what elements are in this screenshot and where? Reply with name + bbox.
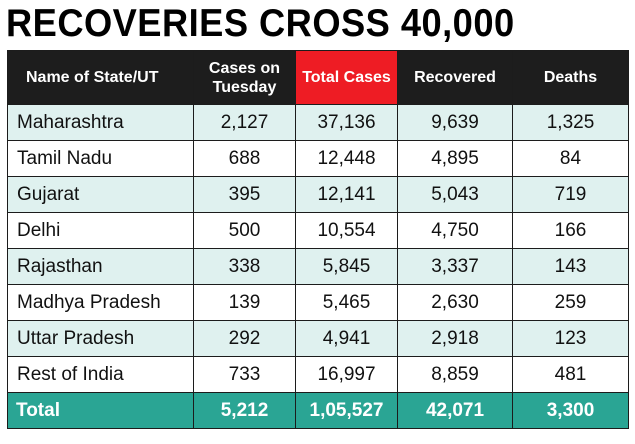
- table-row: Gujarat 395 12,141 5,043 719: [7, 176, 629, 213]
- chart-title: RECOVERIES CROSS 40,000: [6, 2, 515, 45]
- recovered-cell: 5,043: [397, 176, 513, 213]
- column-header-recovered: Recovered: [397, 50, 513, 105]
- total-cases-cell: 12,141: [295, 176, 398, 213]
- total-cases-cell: 37,136: [295, 104, 398, 141]
- data-table: Name of State/UT Cases on Tuesday Total …: [7, 50, 629, 429]
- state-cell: Gujarat: [7, 176, 194, 213]
- table-row: Tamil Nadu 688 12,448 4,895 84: [7, 140, 629, 177]
- column-header-total-cases: Total Cases: [295, 50, 398, 105]
- recovered-cell: 2,918: [397, 320, 513, 357]
- table-row: Uttar Pradesh 292 4,941 2,918 123: [7, 320, 629, 357]
- header-row: Name of State/UT Cases on Tuesday Total …: [7, 50, 629, 105]
- table-row: Rajasthan 338 5,845 3,337 143: [7, 248, 629, 285]
- recovered-cell: 2,630: [397, 284, 513, 321]
- recovered-cell: 4,895: [397, 140, 513, 177]
- table-row: Madhya Pradesh 139 5,465 2,630 259: [7, 284, 629, 321]
- state-cell: Uttar Pradesh: [7, 320, 194, 357]
- state-cell: Madhya Pradesh: [7, 284, 194, 321]
- total-cases-cell: 5,465: [295, 284, 398, 321]
- cases-on-tuesday-cell: 338: [193, 248, 296, 285]
- state-cell: Delhi: [7, 212, 194, 249]
- state-cell: Maharashtra: [7, 104, 194, 141]
- cases-on-tuesday-cell: 139: [193, 284, 296, 321]
- total-cases-cell: 12,448: [295, 140, 398, 177]
- cases-on-tuesday-cell: 733: [193, 356, 296, 393]
- total-cases-cell: 5,845: [295, 248, 398, 285]
- state-cell: Tamil Nadu: [7, 140, 194, 177]
- deaths-cell: 1,325: [512, 104, 629, 141]
- total-state-cell: Total: [7, 392, 194, 429]
- deaths-cell: 719: [512, 176, 629, 213]
- total-deaths-cell: 3,300: [512, 392, 629, 429]
- total-total-cases-cell: 1,05,527: [295, 392, 398, 429]
- deaths-cell: 123: [512, 320, 629, 357]
- table-row: Rest of India 733 16,997 8,859 481: [7, 356, 629, 393]
- total-cases-on-tuesday-cell: 5,212: [193, 392, 296, 429]
- column-header-cases-on-tuesday: Cases on Tuesday: [193, 50, 296, 105]
- state-cell: Rest of India: [7, 356, 194, 393]
- state-cell: Rajasthan: [7, 248, 194, 285]
- column-header-deaths: Deaths: [512, 50, 629, 105]
- table-row: Delhi 500 10,554 4,750 166: [7, 212, 629, 249]
- recovered-cell: 8,859: [397, 356, 513, 393]
- deaths-cell: 84: [512, 140, 629, 177]
- total-cases-cell: 10,554: [295, 212, 398, 249]
- recovered-cell: 3,337: [397, 248, 513, 285]
- cases-on-tuesday-cell: 2,127: [193, 104, 296, 141]
- total-row: Total 5,212 1,05,527 42,071 3,300: [7, 392, 629, 429]
- deaths-cell: 143: [512, 248, 629, 285]
- recovered-cell: 4,750: [397, 212, 513, 249]
- table-row: Maharashtra 2,127 37,136 9,639 1,325: [7, 104, 629, 141]
- cases-on-tuesday-cell: 395: [193, 176, 296, 213]
- total-cases-cell: 16,997: [295, 356, 398, 393]
- column-header-state: Name of State/UT: [7, 50, 194, 105]
- cases-on-tuesday-cell: 500: [193, 212, 296, 249]
- deaths-cell: 259: [512, 284, 629, 321]
- recovered-cell: 9,639: [397, 104, 513, 141]
- deaths-cell: 166: [512, 212, 629, 249]
- cases-on-tuesday-cell: 688: [193, 140, 296, 177]
- total-recovered-cell: 42,071: [397, 392, 513, 429]
- deaths-cell: 481: [512, 356, 629, 393]
- total-cases-cell: 4,941: [295, 320, 398, 357]
- cases-on-tuesday-cell: 292: [193, 320, 296, 357]
